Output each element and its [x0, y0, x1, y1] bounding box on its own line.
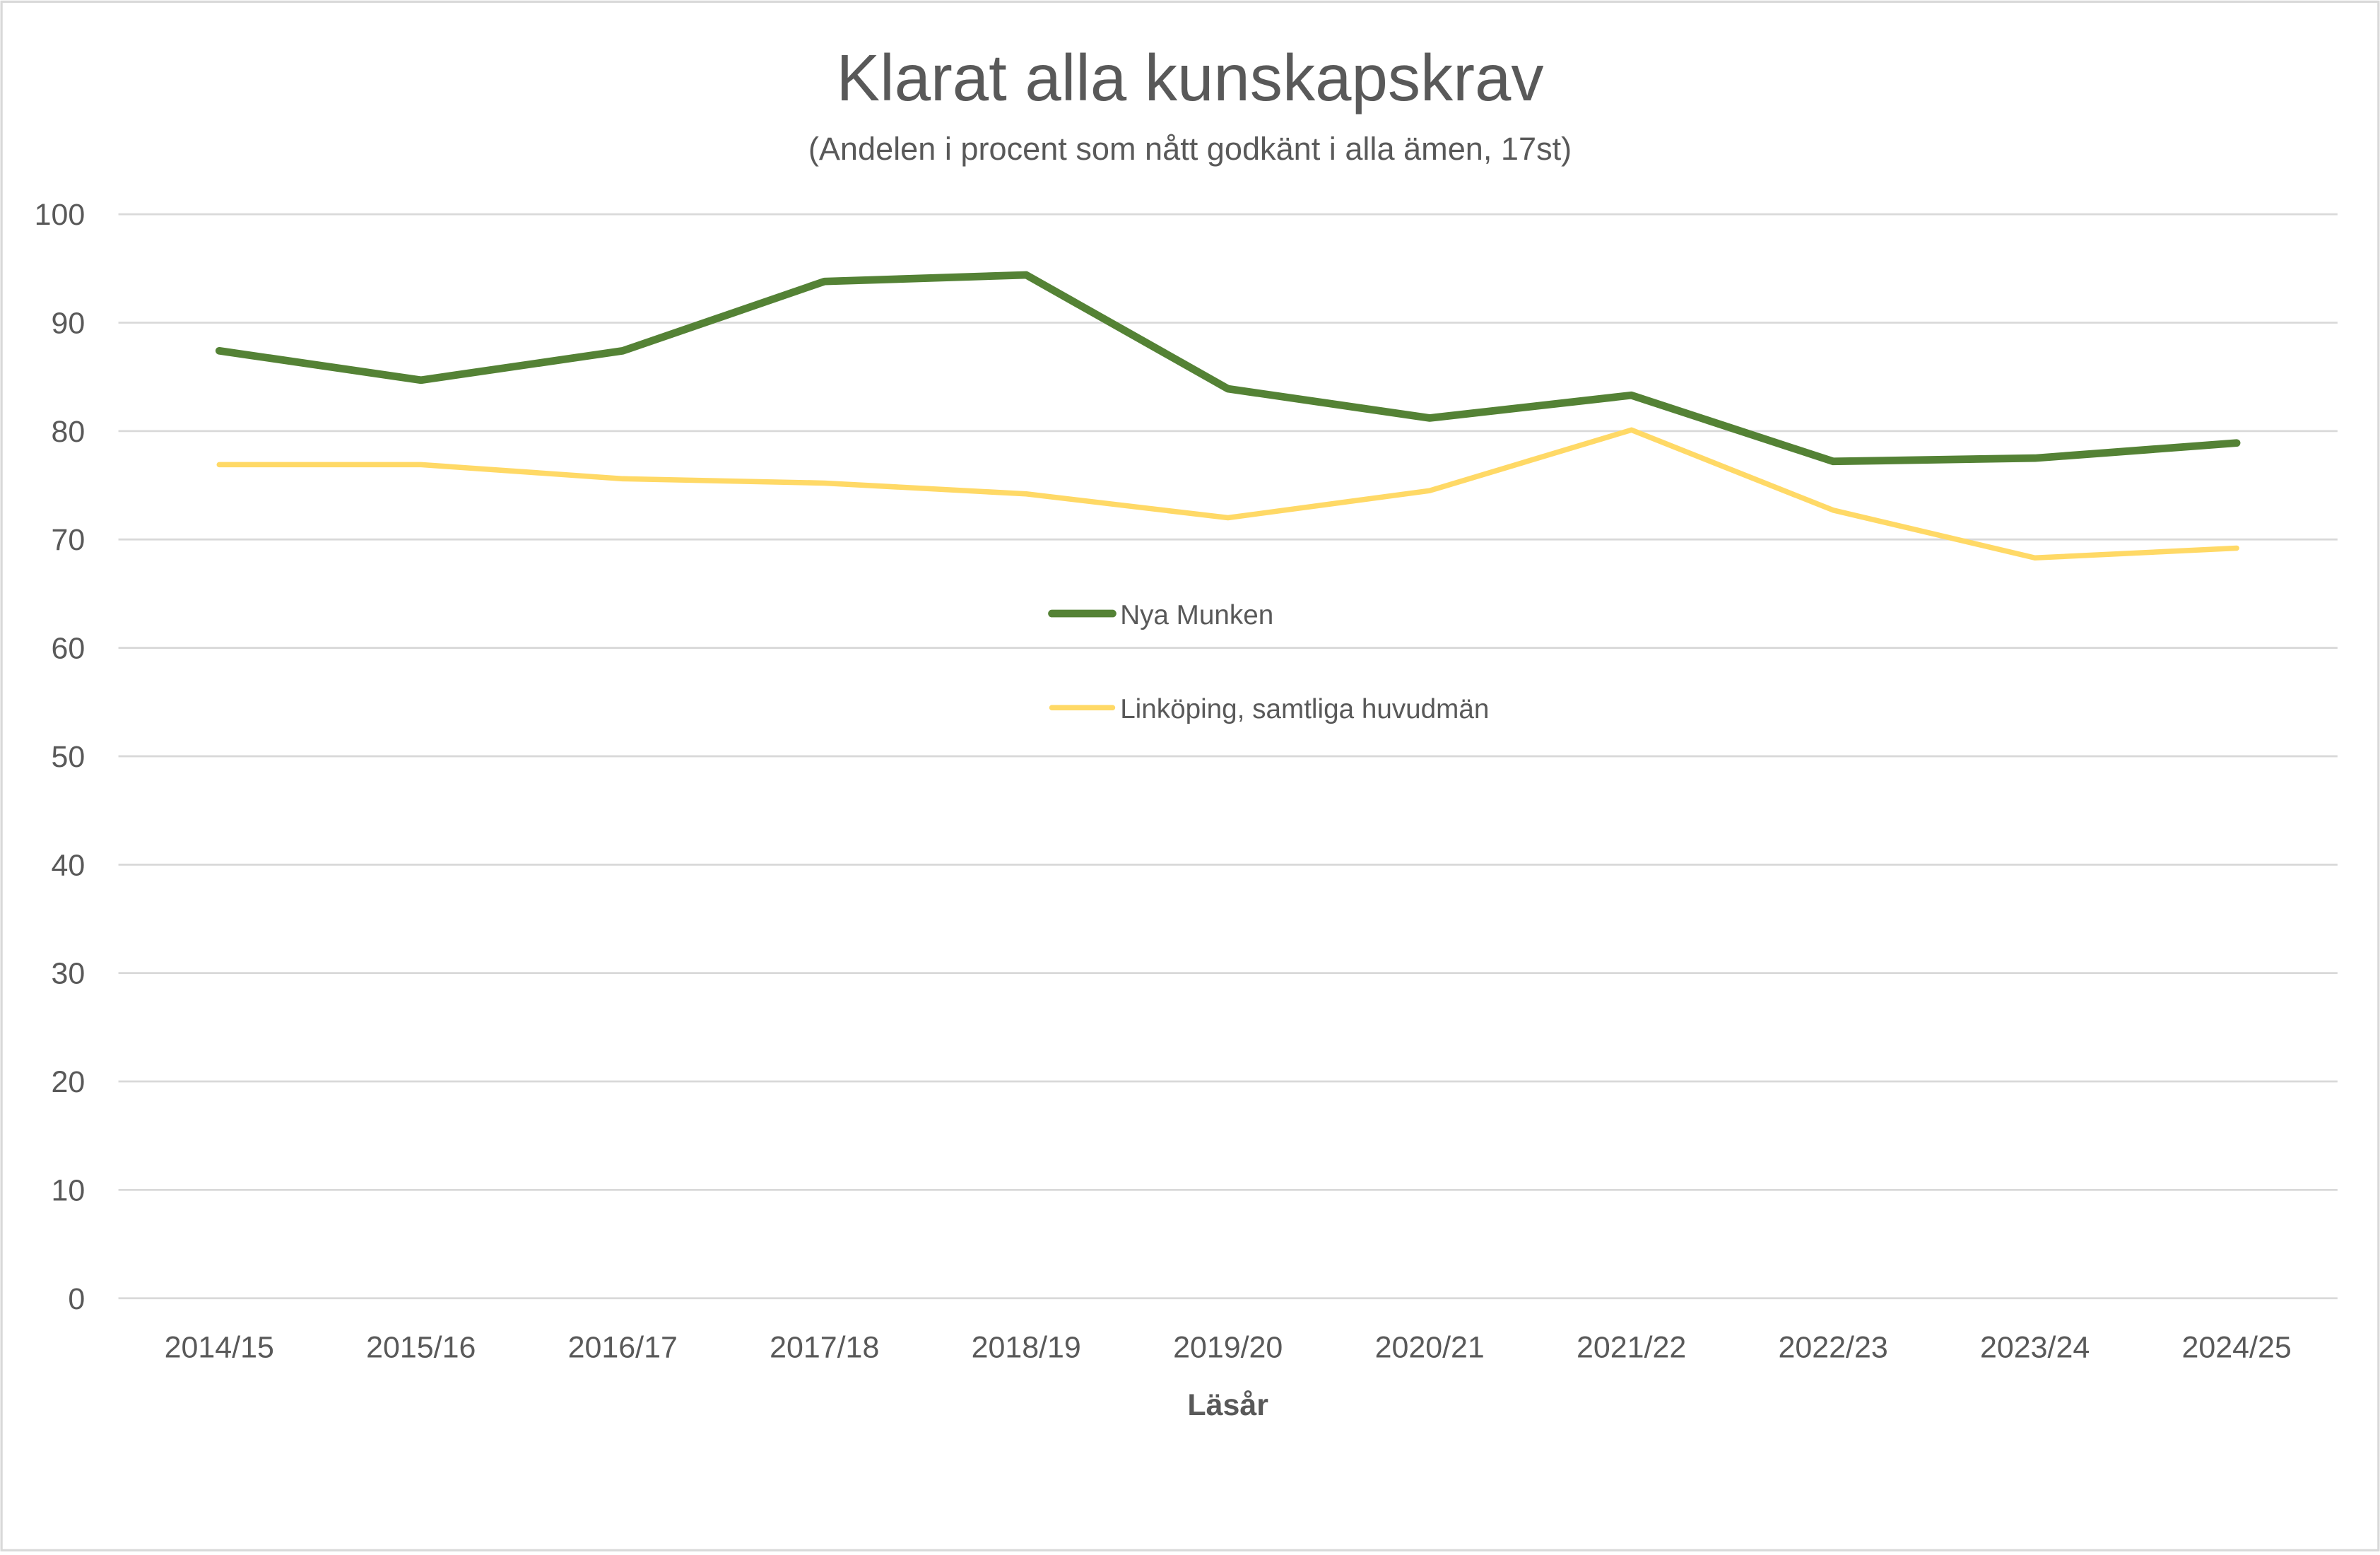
chart-title: Klarat alla kunskapskrav — [836, 41, 1543, 115]
y-tick-label: 0 — [68, 1282, 85, 1316]
legend-label: Nya Munken — [1120, 600, 1273, 630]
y-tick-label: 60 — [52, 632, 86, 666]
y-tick-label: 70 — [52, 523, 86, 557]
x-tick-label: 2022/23 — [1779, 1331, 1888, 1365]
x-tick-label: 2016/17 — [568, 1331, 678, 1365]
x-tick-label: 2015/16 — [366, 1331, 476, 1365]
x-tick-label: 2023/24 — [1980, 1331, 2090, 1365]
x-tick-label: 2024/25 — [2182, 1331, 2292, 1365]
y-tick-label: 50 — [52, 740, 86, 774]
y-tick-label: 80 — [52, 415, 86, 449]
y-tick-label: 90 — [52, 307, 86, 341]
x-tick-label: 2014/15 — [165, 1331, 274, 1365]
x-axis-label: Läsår — [1187, 1388, 1268, 1422]
x-tick-label: 2018/19 — [972, 1331, 1081, 1365]
x-tick-label: 2017/18 — [770, 1331, 879, 1365]
y-tick-label: 30 — [52, 957, 86, 991]
y-tick-label: 20 — [52, 1065, 86, 1099]
legend-label: Linköping, samtliga huvudmän — [1120, 694, 1489, 724]
x-tick-label: 2021/22 — [1577, 1331, 1686, 1365]
chart-subtitle: (Andelen i procent som nått godkänt i al… — [808, 131, 1572, 167]
y-tick-label: 10 — [52, 1173, 86, 1207]
x-tick-label: 2020/21 — [1375, 1331, 1485, 1365]
y-tick-label: 100 — [35, 198, 86, 232]
y-tick-label: 40 — [52, 848, 86, 882]
x-tick-label: 2019/20 — [1173, 1331, 1283, 1365]
